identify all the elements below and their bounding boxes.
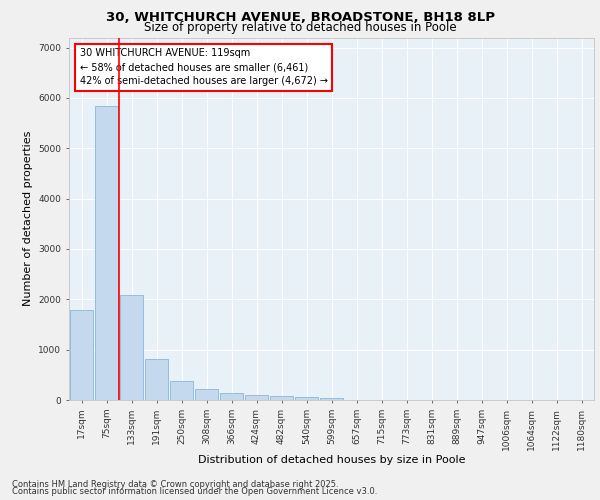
Text: Contains public sector information licensed under the Open Government Licence v3: Contains public sector information licen… [12,487,377,496]
Bar [245,395,268,400]
Bar [320,398,343,400]
Bar [120,295,143,400]
Bar [145,358,168,400]
X-axis label: Distribution of detached houses by size in Poole: Distribution of detached houses by size … [198,456,465,466]
Bar [195,389,218,400]
Y-axis label: Number of detached properties: Number of detached properties [23,131,33,306]
Bar [70,310,93,400]
Text: Contains HM Land Registry data © Crown copyright and database right 2025.: Contains HM Land Registry data © Crown c… [12,480,338,489]
Bar [220,393,243,400]
Text: Size of property relative to detached houses in Poole: Size of property relative to detached ho… [143,21,457,34]
Bar [170,382,193,400]
Bar [295,397,318,400]
Text: 30 WHITCHURCH AVENUE: 119sqm
← 58% of detached houses are smaller (6,461)
42% of: 30 WHITCHURCH AVENUE: 119sqm ← 58% of de… [79,48,328,86]
Bar [270,396,293,400]
Text: 30, WHITCHURCH AVENUE, BROADSTONE, BH18 8LP: 30, WHITCHURCH AVENUE, BROADSTONE, BH18 … [106,11,494,24]
Bar [95,106,118,400]
